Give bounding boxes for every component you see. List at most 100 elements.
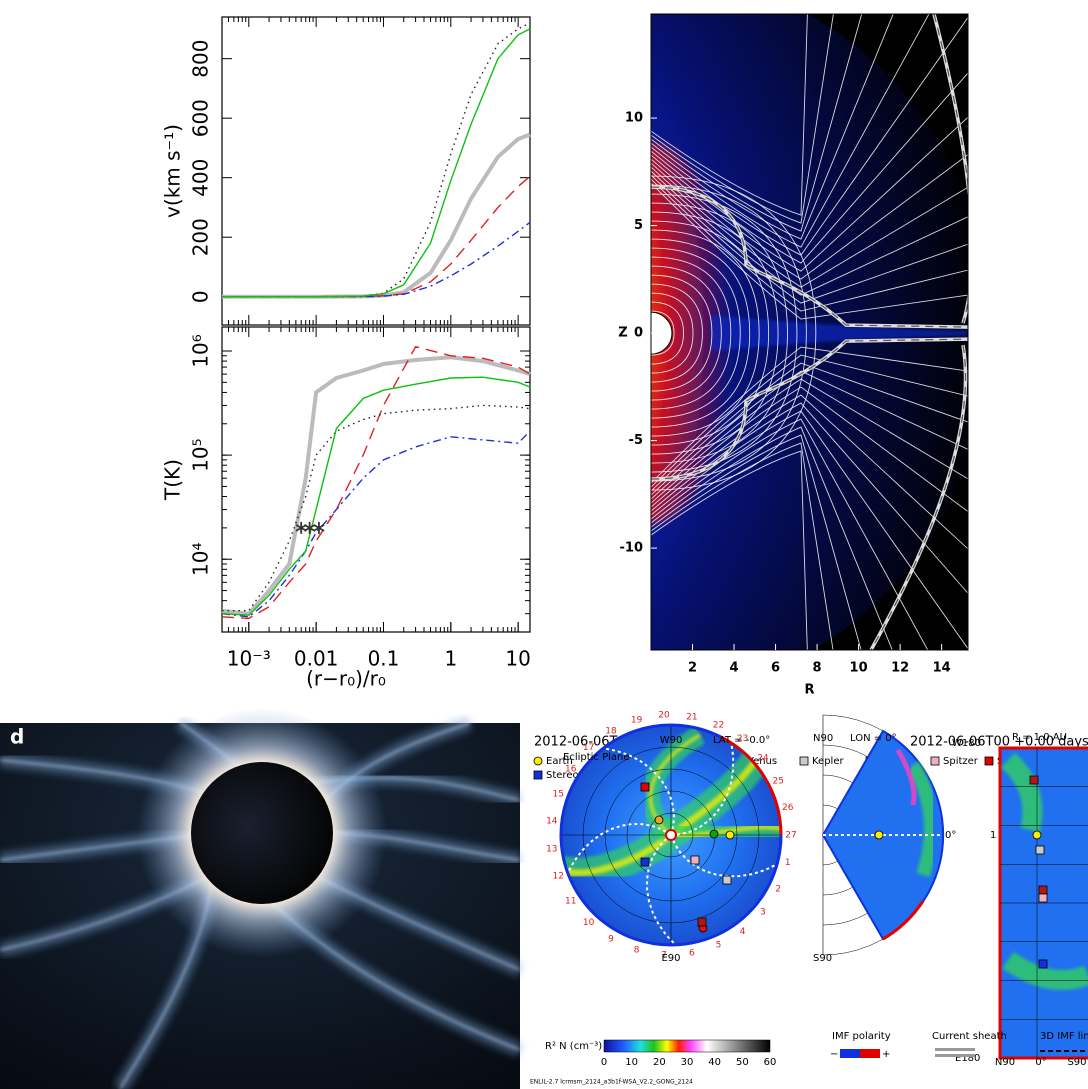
- body-marker: [1035, 845, 1045, 855]
- star-marker: [303, 521, 316, 534]
- sector-label: 20: [658, 711, 670, 721]
- plot-frame: [221, 326, 531, 633]
- field-line: [651, 292, 694, 374]
- sector-label: 17: [583, 743, 594, 753]
- body-marker: [1038, 959, 1048, 969]
- colorbar-tick-label: 30: [681, 1057, 694, 1068]
- r-map-structure: [1000, 752, 1088, 990]
- open-field-line: [651, 450, 808, 650]
- legend-label: +: [882, 1049, 890, 1060]
- x-tick-label: 12: [891, 661, 909, 676]
- legend-label: Earth: [546, 756, 573, 767]
- x-axis-label: R: [804, 683, 814, 698]
- legend-label: −: [830, 1049, 838, 1060]
- axis-label: W90: [660, 735, 683, 746]
- x-tick-label: 14: [933, 661, 951, 676]
- y-tick-label: 0: [634, 326, 643, 341]
- panel-title: Ecliptic Plane: [563, 752, 630, 763]
- x-tick-label: 10: [850, 661, 868, 676]
- open-field-line: [651, 182, 968, 320]
- y-axis-label: Z: [618, 326, 627, 341]
- sector-label: 18: [605, 727, 617, 737]
- field-line: [651, 310, 675, 356]
- sector-label: 12: [553, 872, 564, 882]
- y-tick-label: 800: [189, 40, 213, 78]
- axis-label: W180: [952, 738, 981, 749]
- open-field-line: [651, 354, 968, 488]
- x-axis-label: (r−r₀)/r₀: [306, 667, 386, 691]
- x-tick-label: 0.01: [294, 647, 339, 671]
- y-axis-label: v(km s⁻¹): [161, 124, 185, 218]
- timestamp: 2012-06-06T00 +0.00 days: [910, 735, 1088, 750]
- imf-red: [860, 1049, 880, 1058]
- body-marker: [654, 815, 664, 825]
- open-field-line: [651, 153, 968, 280]
- colorbar-title: R² N (cm⁻³): [545, 1041, 602, 1052]
- field-line: [651, 247, 741, 419]
- sector-label: 7: [661, 950, 667, 960]
- sector-label: 25: [773, 777, 784, 787]
- open-field-line: [651, 426, 893, 650]
- open-field-line: [651, 442, 834, 650]
- legend-label: Kepler: [812, 756, 844, 767]
- x-tick-label: 4: [730, 661, 739, 676]
- legend-marker: [533, 756, 543, 766]
- star-marker: [313, 521, 325, 534]
- open-field-line: [651, 14, 863, 232]
- y-tick-label: 600: [189, 99, 213, 137]
- legend-label: IMF polarity: [832, 1031, 891, 1042]
- body-marker: [722, 875, 732, 885]
- colorbar-tick-label: 20: [653, 1057, 666, 1068]
- open-field-line: [651, 14, 808, 216]
- open-field-line: [651, 362, 968, 492]
- open-field-line: [651, 386, 968, 513]
- field-line: [651, 274, 713, 392]
- plot-frame: [650, 13, 969, 651]
- sector-label: 16: [565, 765, 577, 775]
- field-line: [651, 238, 751, 428]
- colorbar-tick-label: 50: [736, 1057, 749, 1068]
- body-marker: [1029, 775, 1039, 785]
- sector-label: 9: [608, 934, 614, 944]
- body-marker: [709, 829, 719, 839]
- sector-label: 22: [713, 720, 724, 730]
- axis-label: LAT = -0.0°: [713, 735, 770, 746]
- sector-label: 14: [546, 817, 558, 827]
- data-line: [222, 175, 531, 298]
- axis-label: N90: [813, 733, 833, 744]
- axis-label: E180: [955, 1053, 980, 1064]
- y-tick-label: 10⁶: [189, 334, 213, 367]
- sheath-key: [935, 1048, 975, 1051]
- axis-label: 0°: [1035, 1057, 1046, 1068]
- open-field-line: [651, 174, 968, 304]
- density-arm: [648, 733, 701, 837]
- axis-label: 1: [990, 830, 996, 841]
- body-marker: [1038, 893, 1048, 903]
- legend-marker: [799, 756, 809, 766]
- legend-marker: [984, 756, 994, 766]
- x-tick-label: 6: [771, 661, 780, 676]
- plot-frame: [221, 16, 531, 326]
- y-tick-label: 0: [189, 290, 213, 303]
- axis-label: LON = 0°: [850, 733, 897, 744]
- sector-label: 19: [631, 716, 643, 726]
- body-marker: [1038, 885, 1048, 895]
- legend-marker: [533, 770, 543, 780]
- axis-label: N90: [995, 1057, 1015, 1068]
- colorbar-tick-label: 40: [708, 1057, 721, 1068]
- y-tick-label: 10⁵: [189, 438, 213, 471]
- x-tick-label: 10⁻³: [227, 647, 271, 671]
- data-line: [221, 376, 531, 616]
- spiral-line: [670, 834, 778, 878]
- sector-label: 26: [782, 803, 794, 813]
- legend-label: Stereo_B: [546, 770, 591, 781]
- axis-label: 0°: [945, 830, 956, 841]
- wedge-structure: [906, 761, 938, 878]
- spiral-line: [603, 747, 675, 836]
- open-field-line: [651, 14, 834, 224]
- streamer: [711, 315, 968, 352]
- colorbar-tick-label: 60: [764, 1057, 777, 1068]
- axis-label: S90: [1067, 1057, 1086, 1068]
- spiral-line: [646, 834, 677, 946]
- data-line: [222, 404, 531, 612]
